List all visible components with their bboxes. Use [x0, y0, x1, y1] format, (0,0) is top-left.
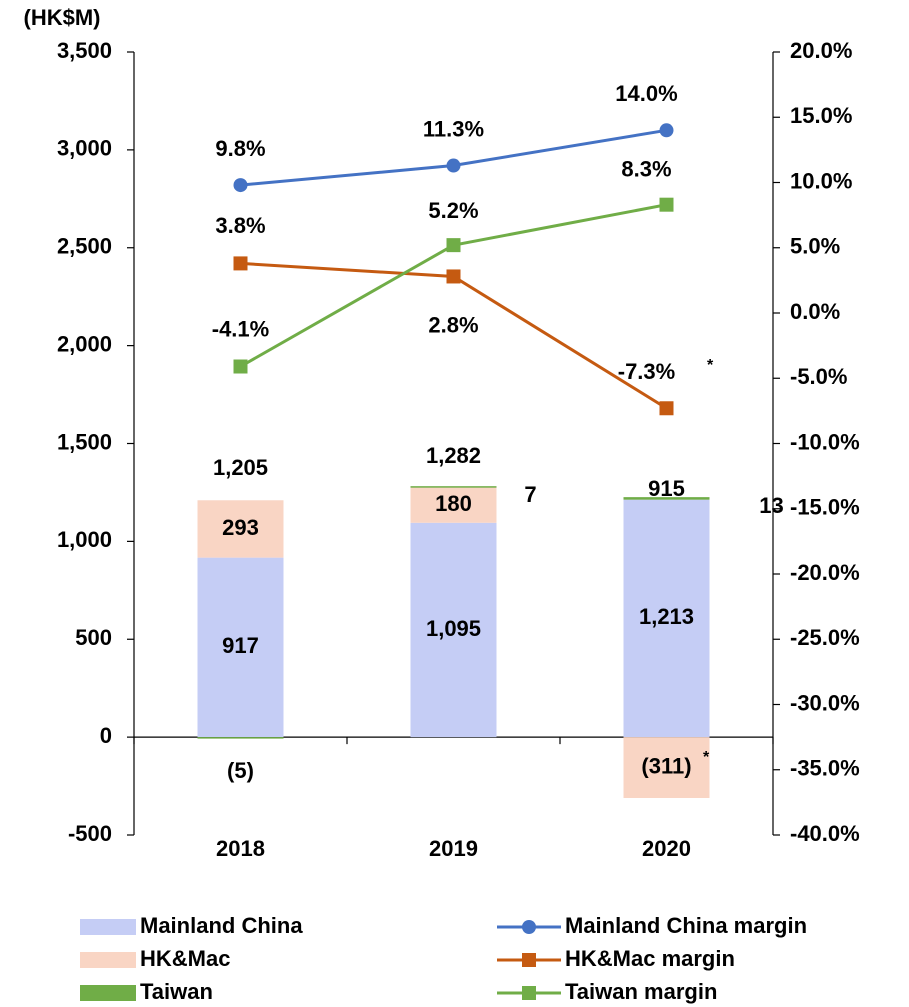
line-marker: [446, 238, 461, 253]
y2-tick-label: 10.0%: [790, 168, 852, 193]
line-value-label: 2.8%: [428, 312, 478, 337]
legend-swatch: [80, 985, 136, 1001]
line-marker: [446, 269, 461, 284]
bar-value-label: 180: [435, 491, 472, 516]
y2-tick-label: 0.0%: [790, 299, 840, 324]
total-label: 915: [648, 476, 685, 501]
line-value-label: -4.1%: [212, 316, 269, 341]
x-tick-label: 2020: [642, 836, 691, 861]
total-label: 1,282: [426, 443, 481, 468]
y-tick-label: 2,000: [57, 331, 112, 356]
x-tick-label: 2019: [429, 836, 478, 861]
bar-value-label: 13: [759, 493, 783, 518]
bar-value-label: (5): [227, 758, 254, 783]
y2-tick-label: -15.0%: [790, 495, 860, 520]
legend-marker: [522, 920, 536, 934]
bar-segment: [623, 497, 710, 500]
legend-swatch: [80, 919, 136, 935]
line-value-label: 9.8%: [215, 136, 265, 161]
y2-tick-label: -35.0%: [790, 756, 860, 781]
y2-tick-label: -25.0%: [790, 625, 860, 650]
line-value-label: -7.3%: [618, 359, 675, 384]
y2-tick-label: 15.0%: [790, 103, 852, 128]
bar-segment: [410, 487, 497, 523]
line-value-label: 14.0%: [615, 81, 677, 106]
legend-marker: [522, 953, 536, 967]
bar-value-label: (311): [641, 753, 691, 778]
line-marker: [446, 158, 461, 173]
y-tick-label: 500: [75, 625, 112, 650]
y2-tick-label: 20.0%: [790, 38, 852, 63]
bar-segment: [623, 737, 710, 799]
bar-value-label: 1,213: [639, 604, 694, 629]
line-value-label: 8.3%: [621, 156, 671, 181]
y-tick-label: 3,000: [57, 136, 112, 161]
bar-value-label: 293: [222, 515, 259, 540]
legend-label: HK&Mac margin: [565, 946, 735, 971]
y2-tick-label: 5.0%: [790, 234, 840, 259]
legend-label: Taiwan: [140, 979, 213, 1004]
bar-segment: [410, 522, 497, 738]
line-marker: [659, 123, 674, 138]
y-tick-label: 1,000: [57, 527, 112, 552]
y-tick-label: 1,500: [57, 429, 112, 454]
line-value-label: 5.2%: [428, 198, 478, 223]
x-tick-label: 2018: [216, 836, 265, 861]
bar-segment: [197, 737, 284, 739]
bar-segment: [623, 499, 710, 738]
legend-swatch: [80, 952, 136, 968]
bar-value-label: 1,095: [426, 616, 481, 641]
line-value-label: 3.8%: [215, 213, 265, 238]
bar-segment: [197, 557, 284, 738]
line-marker: [659, 401, 674, 416]
bar-segment: [197, 500, 284, 558]
legend-marker: [522, 986, 536, 1000]
legend-label: Taiwan margin: [565, 979, 717, 1004]
y-axis-label: (HK$M): [24, 5, 101, 30]
y2-tick-label: -40.0%: [790, 821, 860, 846]
y-tick-label: 2,500: [57, 234, 112, 259]
line-marker: [233, 178, 248, 193]
bar-segment: [410, 486, 497, 488]
line: [239, 203, 667, 368]
y2-tick-label: -5.0%: [790, 364, 847, 389]
line-marker: [659, 197, 674, 212]
y2-tick-label: -30.0%: [790, 690, 860, 715]
y2-tick-label: -10.0%: [790, 429, 860, 454]
legend-label: Mainland China margin: [565, 913, 807, 938]
line-value-label: 11.3%: [423, 116, 484, 141]
annotation: *: [703, 749, 710, 766]
line-marker: [233, 256, 248, 271]
y2-tick-label: -20.0%: [790, 560, 860, 585]
total-label: 1,205: [213, 455, 268, 480]
bar-value-label: 917: [222, 633, 259, 658]
y-tick-label: 3,500: [57, 38, 112, 63]
annotation: *: [707, 357, 714, 374]
legend-label: Mainland China: [140, 913, 303, 938]
bar-value-label: 7: [524, 482, 536, 507]
line-marker: [233, 359, 248, 374]
y-tick-label: -500: [68, 821, 112, 846]
legend-label: HK&Mac: [140, 946, 230, 971]
y-tick-label: 0: [100, 723, 112, 748]
